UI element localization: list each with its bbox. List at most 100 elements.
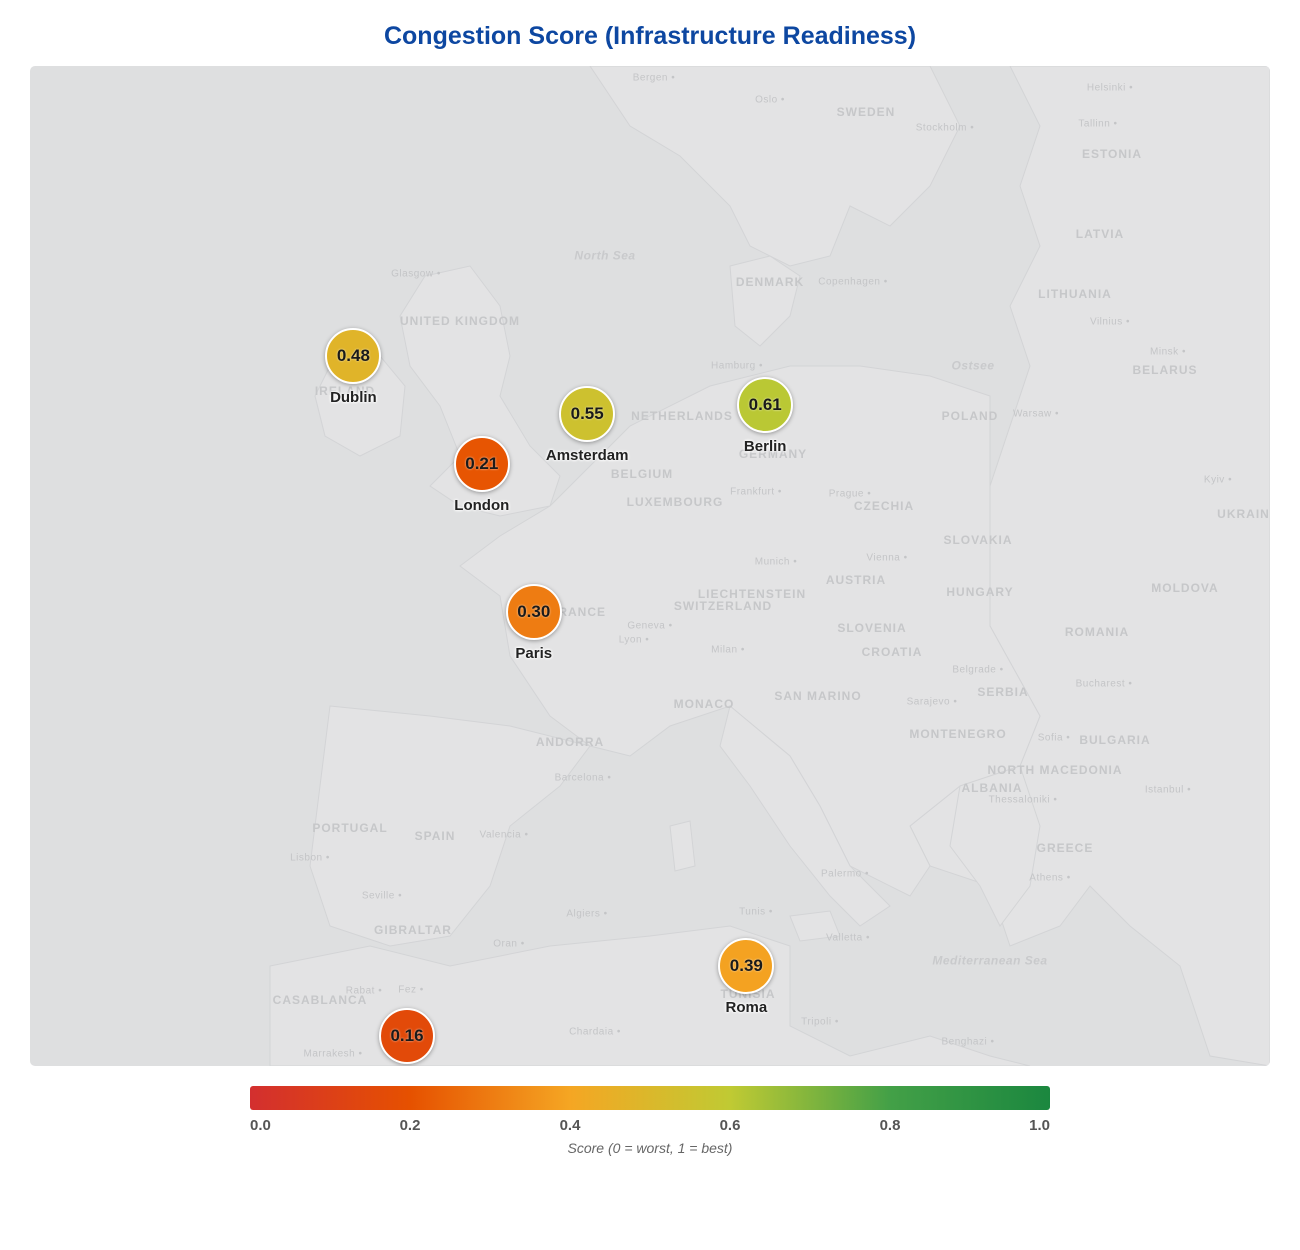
basemap-city-label-sarajevo: Sarajevo • — [906, 696, 958, 708]
city-marker-berlin[interactable]: 0.61 — [737, 377, 794, 433]
city-label-paris: Paris — [515, 644, 553, 662]
basemap-city-label-tunis: Tunis • — [739, 906, 773, 918]
basemap-city-label-sofia: Sofia • — [1037, 732, 1071, 744]
basemap-city-label-lyon: Lyon • — [618, 634, 650, 646]
country-label-switzerland: SWITZERLAND — [673, 599, 773, 613]
basemap-city-label-kyiv: Kyiv • — [1203, 474, 1233, 486]
city-score-berlin: 0.61 — [748, 395, 782, 414]
city-marker-london[interactable]: 0.21 — [453, 435, 510, 492]
country-label-sweden: SWEDEN — [836, 105, 896, 119]
country-label-andorra: ANDORRA — [535, 735, 605, 749]
country-label-north-macedonia: NORTH MACEDONIA — [987, 763, 1123, 777]
country-label-bulgaria: BULGARIA — [1079, 733, 1151, 747]
sea-label-north-sea: North Sea — [574, 248, 636, 263]
basemap-city-label-istanbul: Istanbul • — [1144, 784, 1192, 796]
legend-tick-label: 1.0 — [1029, 1117, 1050, 1134]
country-label-latvia: LATVIA — [1075, 227, 1125, 241]
basemap-city-label-tripoli: Tripoli • — [801, 1016, 839, 1028]
legend-caption: Score (0 = worst, 1 = best) — [567, 1140, 733, 1156]
city-score-london: 0.21 — [465, 453, 499, 473]
basemap-city-label-palermo: Palermo • — [820, 868, 870, 880]
country-label-serbia: SERBIA — [977, 685, 1029, 699]
country-label-gibraltar: GIBRALTAR — [374, 923, 452, 937]
basemap-city-label-tallinn: Tallinn • — [1078, 118, 1118, 130]
city-score-roma: 0.39 — [729, 956, 763, 976]
legend-tick-label: 0.8 — [879, 1117, 901, 1134]
basemap-city-label-valletta: Valletta • — [826, 932, 870, 944]
basemap-city-label-frankfurt: Frankfurt • — [730, 486, 782, 498]
country-label-hungary: HUNGARY — [946, 585, 1014, 599]
basemap-city-label-warsaw: Warsaw • — [1012, 408, 1060, 420]
chart-title: Congestion Score (Infrastructure Readine… — [383, 22, 917, 50]
city-marker-madrid[interactable]: 0.16 — [379, 1008, 436, 1065]
city-label-london: London — [454, 496, 510, 514]
basemap-city-label-glasgow: Glasgow • — [391, 268, 441, 280]
basemap-city-label-copenhagen: Copenhagen • — [818, 276, 888, 288]
basemap-city-label-barcelona: Barcelona • — [554, 772, 612, 784]
city-label-berlin: Berlin — [743, 438, 787, 455]
city-score-paris: 0.30 — [517, 601, 551, 621]
city-label-dublin: Dublin — [330, 388, 377, 406]
legend-tick-label: 0.4 — [559, 1117, 581, 1134]
basemap-city-label-marrakesh: Marrakesh • — [303, 1048, 363, 1060]
basemap-city-label-bucharest: Bucharest • — [1075, 678, 1133, 690]
legend-tick-label: 0.6 — [719, 1117, 741, 1134]
legend-tick-label: 0.0 — [250, 1117, 271, 1134]
basemap — [269, 66, 1270, 1066]
country-label-croatia: CROATIA — [861, 645, 923, 659]
country-label-slovakia: SLOVAKIA — [943, 533, 1013, 547]
basemap-city-label-hamburg: Hamburg • — [711, 360, 763, 372]
country-label-moldova: MOLDOVA — [1151, 581, 1219, 595]
basemap-city-label-seville: Seville • — [361, 890, 403, 902]
basemap-city-label-thessaloniki: Thessaloniki • — [988, 794, 1058, 806]
country-label-estonia: ESTONIA — [1081, 147, 1143, 161]
city-marker-roma[interactable]: 0.39 — [718, 938, 775, 995]
country-label-slovenia: SLOVENIA — [837, 621, 907, 635]
country-label-belarus: BELARUS — [1132, 363, 1198, 377]
country-label-monaco: MONACO — [673, 697, 735, 711]
basemap-city-label-oran: Oran • — [493, 938, 525, 950]
country-label-albania: ALBANIA — [961, 781, 1023, 795]
basemap-city-label-chardaia: Chardaia • — [569, 1026, 621, 1038]
basemap-city-label-prague: Prague • — [828, 488, 872, 500]
city-score-madrid: 0.16 — [390, 1026, 424, 1046]
basemap-city-label-benghazi: Benghazi • — [941, 1036, 995, 1048]
country-label-germany: GERMANY — [738, 447, 808, 461]
basemap-city-label-bergen: Bergen • — [632, 72, 676, 84]
city-label-roma: Roma — [725, 999, 768, 1017]
country-label-belgium: BELGIUM — [610, 467, 674, 481]
city-score-dublin: 0.48 — [336, 345, 370, 365]
country-label-poland: POLAND — [941, 409, 999, 423]
city-marker-dublin[interactable]: 0.48 — [325, 327, 382, 384]
basemap-city-label-stockholm: Stockholm • — [915, 122, 975, 134]
country-label-san-marino: SAN MARINO — [774, 689, 862, 703]
country-label-france: FRANCE — [550, 605, 606, 619]
basemap-city-label-helsinki: Helsinki • — [1086, 82, 1134, 94]
basemap-city-label-valencia: Valencia • — [479, 829, 529, 841]
basemap-city-label-milan: Milan • — [711, 644, 745, 656]
basemap-city-label-rabat: Rabat • — [345, 985, 383, 997]
basemap-city-label-belgrade: Belgrade • — [952, 664, 1004, 676]
city-marker-amsterdam[interactable]: 0.55 — [559, 385, 616, 442]
city-score-amsterdam: 0.55 — [570, 403, 604, 423]
basemap-city-label-oslo: Oslo • — [755, 94, 785, 106]
country-label-casablanca: CASABLANCA — [272, 993, 368, 1007]
country-label-luxembourg: LUXEMBOURG — [626, 495, 724, 509]
basemap-city-label-minsk: Minsk • — [1150, 346, 1186, 358]
country-label-liechtenstein: LIECHTENSTEIN — [697, 587, 807, 601]
country-label-spain: SPAIN — [414, 829, 456, 843]
color-scale-bar — [250, 1086, 1050, 1110]
country-label-denmark: DENMARK — [735, 275, 805, 289]
map-panel[interactable]: SWEDEN ESTONIA LATVIA LITHUANIA BELARUS DENMA… — [30, 66, 1270, 1066]
basemap-city-label-algiers: Algiers • — [566, 908, 608, 920]
city-marker-paris[interactable]: 0.30 — [505, 583, 562, 640]
country-label-ireland: IRELAND — [314, 384, 376, 398]
country-label-czechia: CZECHIA — [853, 499, 915, 513]
basemap-city-label-geneva: Geneva • — [627, 620, 673, 632]
country-label-montenegro: MONTENEGRO — [909, 727, 1007, 741]
basemap-city-label-athens: Athens • — [1029, 872, 1071, 884]
legend-tick-label: 0.2 — [399, 1117, 421, 1134]
country-label-united-kingdom: UNITED KINGDOM — [400, 314, 520, 328]
country-label-lithuania: LITHUANIA — [1038, 287, 1112, 301]
basemap-city-label-lisbon: Lisbon • — [290, 852, 330, 864]
